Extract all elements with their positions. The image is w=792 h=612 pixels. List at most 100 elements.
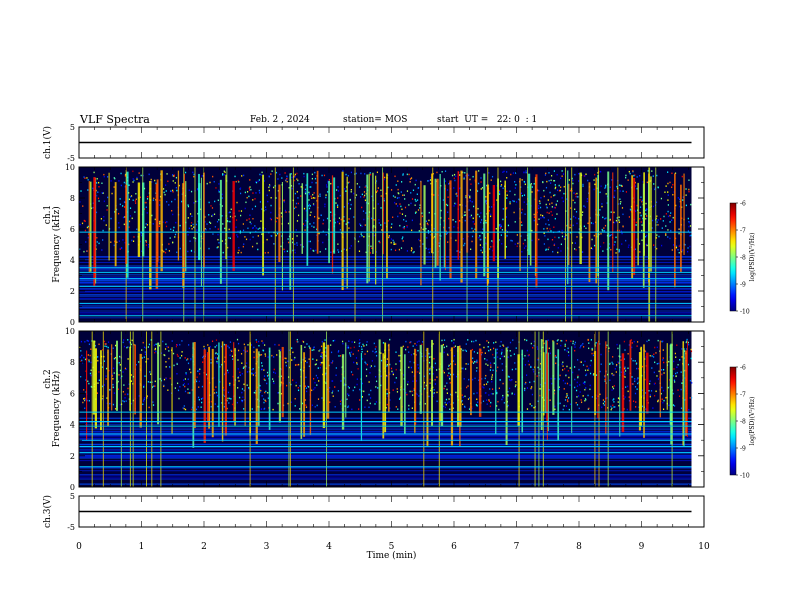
spectrogram-spike [145,331,147,487]
colorbar-tick-label: -9 [740,446,746,453]
y-axis-label-voltage: ch.3(V) [42,495,53,528]
x-tick-label: 0 [76,542,82,552]
spectrogram-burst [631,175,634,279]
spectrogram-burst [218,342,220,427]
spectrogram-burst [607,171,610,291]
spectrogram-burst [89,181,92,272]
spectrogram-burst [255,348,258,445]
spectrogram-spike [120,331,122,487]
x-tick-label: 1 [139,542,145,552]
spectrogram-burst [449,180,452,279]
spectrogram-burst [646,352,649,414]
panel-3 [78,330,738,488]
spectrogram-burst [404,354,406,434]
spectrogram-burst [360,352,363,442]
date-label: Feb. 2 , 2024 [250,115,310,125]
spectrogram-burst [281,182,283,291]
spectrogram-burst [115,340,118,411]
spectrogram-spike [655,167,657,322]
panel-4 [78,495,705,528]
spectrogram-spike [527,167,529,322]
spectrogram-burst [309,347,312,436]
spectrogram-burst [492,184,495,262]
spectrogram-burst [674,173,676,288]
spectrogram-burst [341,171,344,291]
spectrogram-spike [648,167,650,322]
spectrogram-burst [535,174,538,288]
spectrogram-burst [224,344,227,436]
y-tick-label: -5 [67,523,75,532]
spectrogram-spike [183,167,185,322]
spectrogram-burst [659,340,661,418]
colorbar-tick-label: -10 [740,309,750,316]
spectrogram-burst [372,172,374,254]
spectrogram-spike [129,331,131,487]
spectrogram-burst [621,353,625,433]
spectrogram-burst [88,181,90,273]
spectrogram-burst [686,340,688,437]
spectrogram-burst [638,352,641,431]
x-tick-label: 4 [326,542,332,552]
colorbar-label: log(PSD)(V²/Hz) [749,397,756,446]
spectrogram-burst [439,174,441,281]
panel-1 [78,126,705,159]
spectrogram-burst [423,185,426,265]
x-tick-label: 8 [576,542,582,552]
colorbar-tick-label: -6 [740,365,746,372]
spectrogram-burst [126,171,129,278]
spectrogram-burst [579,172,582,265]
spectrogram-burst [183,173,186,275]
y-tick-label: 0 [70,483,75,492]
spectrogram-burst [619,344,621,437]
spectrogram-burst [139,353,142,428]
spectrogram-burst [640,346,643,426]
y-tick-label: 2 [70,287,75,296]
spectrogram-spike [432,167,434,322]
spectrogram-burst [605,341,607,434]
spectrogram-spike [487,167,489,322]
spectrogram-spike [438,331,440,487]
spectrogram-burst [134,344,137,415]
spectrogram-burst [386,173,388,279]
spectrogram-spike [518,331,520,487]
station-label: station= MOS [343,115,408,125]
spectrogram-burst [436,178,439,266]
spectrogram-burst [680,184,682,272]
spectrogram-burst [475,170,478,279]
spectrogram-burst [232,181,235,271]
spectrogram-burst [322,342,326,429]
spectrogram-spike [102,331,104,487]
spectrogram-burst [86,350,88,441]
colorbar-tick-label: -7 [740,392,746,399]
spectrogram-burst [612,172,614,273]
y-axis-label-frequency: Frequency (kHz) [51,206,62,283]
spectrogram-burst [683,348,685,447]
spectrogram-burst [420,180,422,286]
y-tick-label: 6 [70,225,75,234]
spectrogram-spike [423,331,425,487]
spectrogram-burst [366,174,369,284]
y-axis-label-channel: ch.2 [43,369,53,388]
spectrogram-spike [203,167,205,322]
spectrogram-burst [545,340,547,414]
spectrogram-spike [607,331,609,487]
y-tick-label: 0 [70,318,75,327]
spectrogram-spike [194,167,196,322]
spectrogram-burst [637,182,639,266]
colorbar [729,202,737,312]
chart-title: VLF Spectra [80,113,150,126]
spectrogram-spike [292,167,294,322]
spectrogram-spike [594,331,596,487]
spectrogram-burst [450,347,454,446]
spectrogram-burst [426,347,429,446]
spectrogram-spike [91,331,93,487]
y-tick-label: 10 [65,163,75,172]
spectrogram-burst [331,175,334,274]
x-tick-label: 7 [514,542,520,552]
spectrogram-burst [211,348,214,438]
spectrogram-spike [538,331,540,487]
spectrogram-spike [132,331,134,487]
spectrogram-burst [382,353,385,439]
spectrogram-burst [547,352,549,432]
